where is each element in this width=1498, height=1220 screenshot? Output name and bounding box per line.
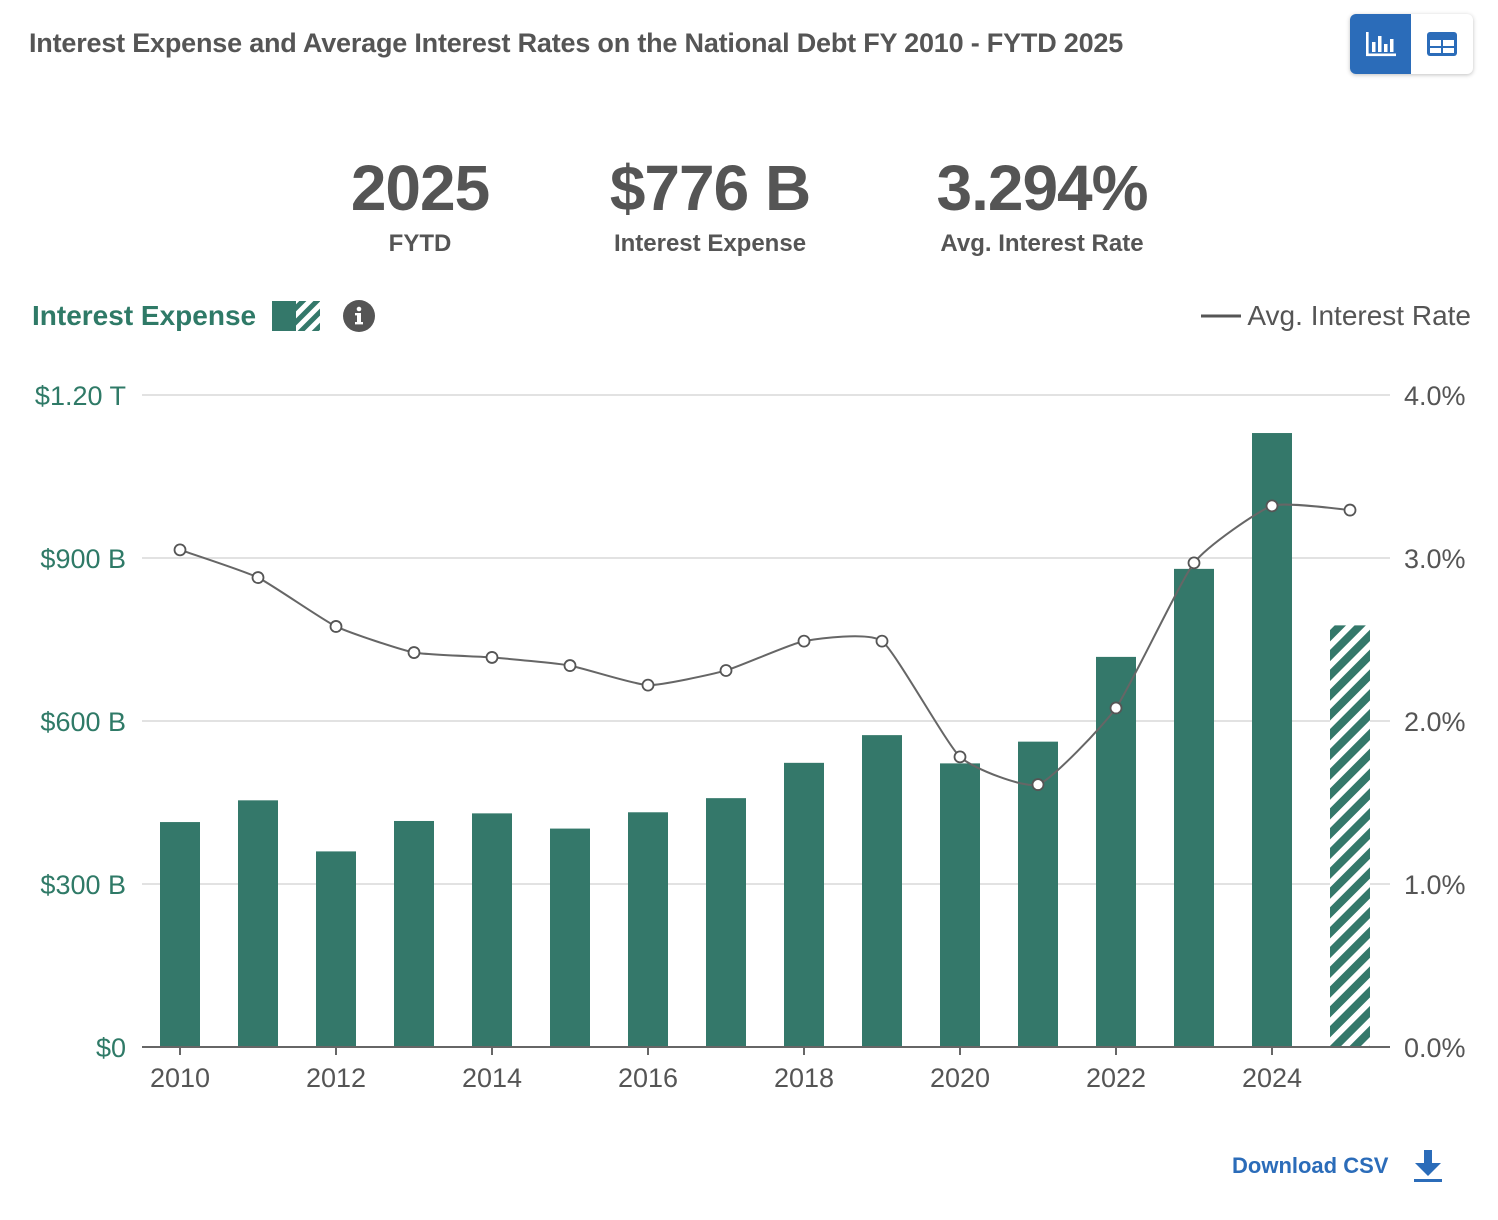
bar-chart-icon bbox=[1365, 32, 1396, 57]
bar[interactable] bbox=[472, 813, 512, 1047]
y-left-tick-label: $0 bbox=[96, 1033, 126, 1063]
y-left-tick-label: $1.20 T bbox=[35, 381, 126, 411]
x-tick-label: 2020 bbox=[930, 1063, 990, 1093]
legend-bar-swatch bbox=[272, 301, 321, 331]
y-left-tick-label: $900 B bbox=[40, 544, 126, 574]
legend-right-label: Avg. Interest Rate bbox=[1247, 300, 1471, 331]
rate-point[interactable] bbox=[1109, 701, 1123, 715]
download-csv-button[interactable]: Download CSV bbox=[1232, 1148, 1444, 1184]
bar[interactable] bbox=[862, 735, 902, 1047]
grid-lines bbox=[142, 394, 1390, 885]
y-right-tick-label: 0.0% bbox=[1404, 1033, 1466, 1063]
chart-view-button[interactable] bbox=[1350, 14, 1411, 74]
rate-point[interactable] bbox=[1187, 556, 1201, 570]
axes: $0 $300 B $600 B $900 B $1.20 T 0.0% 1.0% 2.0% 3… bbox=[35, 381, 1466, 1093]
chart-title: Interest Expense and Average Interest Ra… bbox=[29, 28, 1124, 58]
x-tick-label: 2022 bbox=[1086, 1063, 1146, 1093]
stat-expense: $776 B Interest Expense bbox=[570, 150, 850, 258]
bar[interactable] bbox=[160, 822, 200, 1047]
x-tick-label: 2016 bbox=[618, 1063, 678, 1093]
y-right-tick-label: 4.0% bbox=[1404, 381, 1466, 411]
y-left-tick-label: $600 B bbox=[40, 707, 126, 737]
table-icon bbox=[1426, 32, 1457, 56]
rate-point[interactable] bbox=[1343, 503, 1357, 517]
bar[interactable] bbox=[1096, 656, 1136, 1047]
x-tick-label: 2010 bbox=[150, 1063, 210, 1093]
info-icon[interactable] bbox=[342, 299, 376, 333]
rate-point[interactable] bbox=[329, 620, 343, 633]
x-tick-label: 2018 bbox=[774, 1063, 834, 1093]
x-tick-label: 2014 bbox=[462, 1063, 522, 1093]
rate-point[interactable] bbox=[953, 750, 967, 764]
legend-left-label: Interest Expense bbox=[32, 300, 257, 331]
stat-year-value: 2025 bbox=[350, 152, 490, 224]
y-right-tick-label: 3.0% bbox=[1404, 544, 1466, 574]
x-tick-label: 2024 bbox=[1242, 1063, 1302, 1093]
stat-rate: 3.294% Avg. Interest Rate bbox=[892, 150, 1192, 258]
bar[interactable] bbox=[550, 828, 590, 1047]
rate-point[interactable] bbox=[563, 659, 577, 672]
table-view-button[interactable] bbox=[1411, 14, 1472, 74]
download-icon bbox=[1414, 1150, 1443, 1182]
bar[interactable] bbox=[394, 820, 434, 1047]
rate-point[interactable] bbox=[251, 571, 265, 584]
legend-avg-rate: Avg. Interest Rate bbox=[1201, 300, 1471, 332]
rate-point[interactable] bbox=[719, 664, 733, 677]
bar[interactable] bbox=[706, 798, 746, 1047]
y-left-tick-label: $300 B bbox=[40, 870, 126, 900]
y-right-tick-label: 1.0% bbox=[1404, 870, 1466, 900]
legend-line-swatch bbox=[1201, 314, 1242, 318]
bar[interactable] bbox=[1252, 433, 1292, 1047]
rate-line-path bbox=[179, 503, 1351, 787]
bars bbox=[160, 433, 1370, 1047]
rate-point[interactable] bbox=[407, 646, 421, 659]
rate-point[interactable] bbox=[1265, 499, 1279, 513]
bar[interactable] bbox=[1018, 741, 1058, 1047]
y-right-tick-label: 2.0% bbox=[1404, 707, 1466, 737]
bar[interactable] bbox=[940, 763, 980, 1047]
rate-line bbox=[173, 499, 1357, 791]
stat-expense-value: $776 B bbox=[609, 152, 811, 224]
rate-point[interactable] bbox=[641, 678, 655, 692]
download-csv-label: Download CSV bbox=[1232, 1153, 1389, 1178]
view-toggle bbox=[1350, 14, 1473, 74]
rate-point[interactable] bbox=[797, 634, 811, 648]
bar[interactable] bbox=[316, 851, 356, 1047]
bar[interactable] bbox=[238, 800, 278, 1047]
stat-expense-label: Interest Expense bbox=[613, 230, 807, 257]
bar[interactable] bbox=[628, 812, 668, 1047]
rate-point[interactable] bbox=[485, 651, 499, 664]
bar[interactable] bbox=[1174, 568, 1214, 1047]
stat-rate-value: 3.294% bbox=[936, 152, 1148, 224]
rate-point[interactable] bbox=[173, 543, 187, 557]
stat-rate-label: Avg. Interest Rate bbox=[940, 230, 1144, 257]
rate-point[interactable] bbox=[1031, 778, 1045, 791]
bar[interactable] bbox=[784, 762, 824, 1047]
rate-point[interactable] bbox=[875, 634, 889, 648]
bar-fytd[interactable] bbox=[1330, 625, 1370, 1047]
x-tick-label: 2012 bbox=[306, 1063, 366, 1093]
stat-year: 2025 FYTD bbox=[320, 150, 520, 258]
stat-year-label: FYTD bbox=[388, 230, 452, 257]
legend-interest-expense: Interest Expense bbox=[32, 299, 376, 333]
